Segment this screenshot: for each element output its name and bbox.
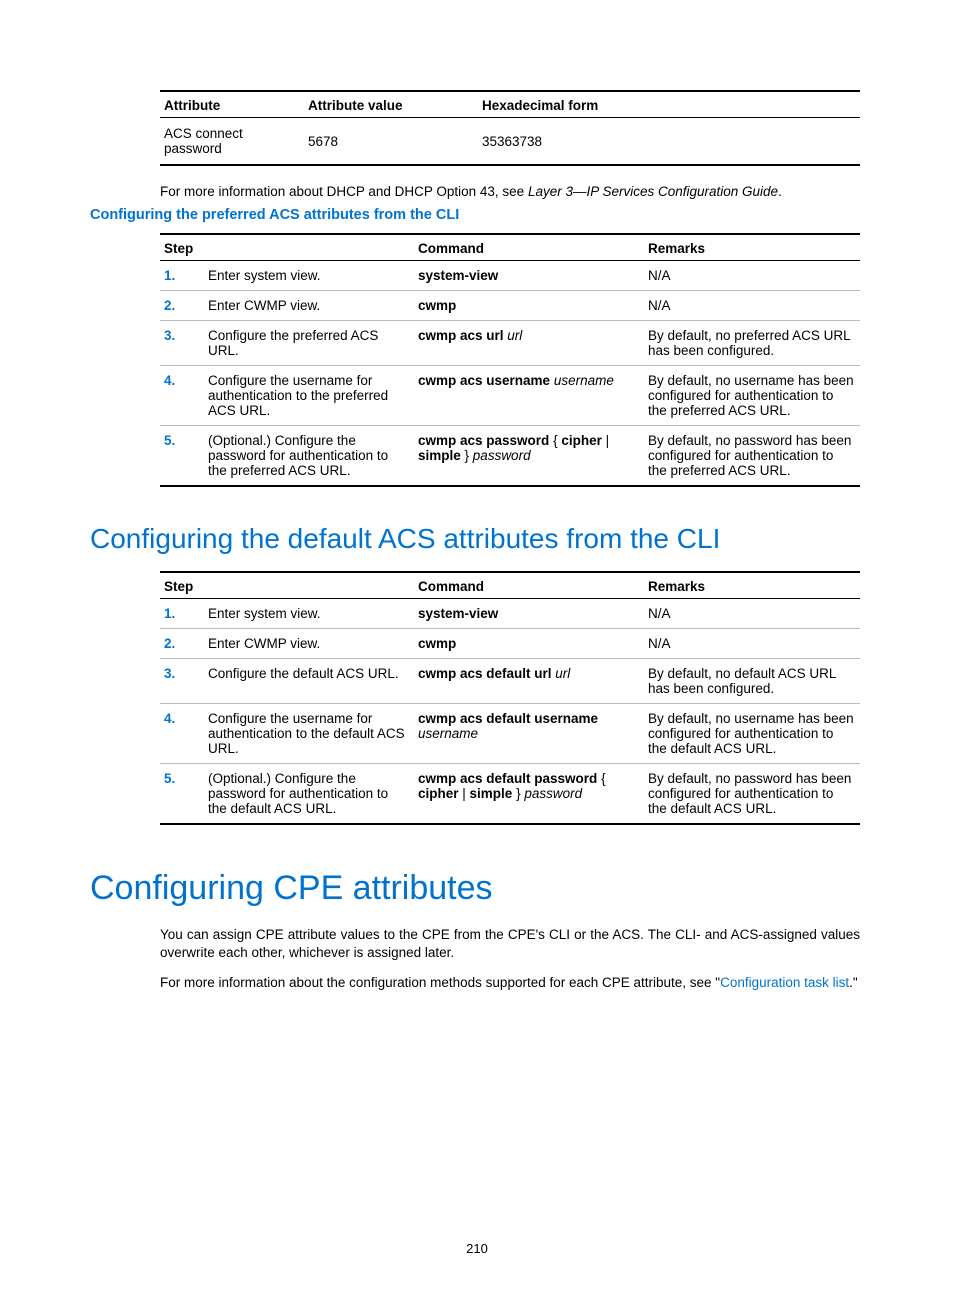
cell-command: system-view [414,261,644,291]
heading-preferred-acs: Configuring the preferred ACS attributes… [90,207,864,223]
step-remarks: By default, no default ACS URL has been … [644,659,860,704]
cell-command: cwmp acs default username username [414,704,644,764]
step-number: 4. [160,366,204,426]
cell-value: 5678 [304,118,478,166]
th-remarks: Remarks [644,234,860,261]
cpe-paragraph-2: For more information about the configura… [160,974,860,992]
preferred-acs-table: Step Command Remarks 1.Enter system view… [160,233,860,487]
cell-hex: 35363738 [478,118,860,166]
step-description: Configure the default ACS URL. [204,659,414,704]
page-number: 210 [0,1241,954,1256]
th-remarks: Remarks [644,572,860,599]
table-row: 4.Configure the username for authenticat… [160,366,860,426]
table-row: 2.Enter CWMP view.cwmpN/A [160,629,860,659]
table-row: 5.(Optional.) Configure the password for… [160,426,860,487]
th-command: Command [414,234,644,261]
step-remarks: By default, no username has been configu… [644,704,860,764]
note-pre: For more information about DHCP and DHCP… [160,184,528,199]
p2-pre: For more information about the configura… [160,975,720,990]
p2-post: ." [849,975,858,990]
table-row: 3.Configure the default ACS URL.cwmp acs… [160,659,860,704]
table-row: 1.Enter system view.system-viewN/A [160,261,860,291]
th-step: Step [160,234,414,261]
step-number: 1. [160,261,204,291]
note-ref: Layer 3—IP Services Configuration Guide [528,184,778,199]
cell-command: cwmp acs username username [414,366,644,426]
step-description: (Optional.) Configure the password for a… [204,426,414,487]
step-description: Configure the preferred ACS URL. [204,321,414,366]
step-remarks: By default, no password has been configu… [644,426,860,487]
step-remarks: N/A [644,261,860,291]
th-step: Step [160,572,414,599]
step-description: (Optional.) Configure the password for a… [204,764,414,825]
step-description: Configure the username for authenticatio… [204,366,414,426]
page: Attribute Attribute value Hexadecimal fo… [0,0,954,1296]
table-row: 2.Enter CWMP view.cwmpN/A [160,291,860,321]
step-remarks: By default, no username has been configu… [644,366,860,426]
table-row: 1.Enter system view.system-viewN/A [160,599,860,629]
step-remarks: N/A [644,599,860,629]
heading-cpe-attributes: Configuring CPE attributes [90,869,864,908]
cell-command: cwmp acs default password { cipher | sim… [414,764,644,825]
step-number: 5. [160,764,204,825]
heading-default-acs: Configuring the default ACS attributes f… [90,523,864,555]
default-acs-table: Step Command Remarks 1.Enter system view… [160,571,860,825]
cell-command: cwmp [414,629,644,659]
attribute-table: Attribute Attribute value Hexadecimal fo… [160,90,860,166]
step-description: Configure the username for authenticatio… [204,704,414,764]
th-command: Command [414,572,644,599]
step-description: Enter system view. [204,261,414,291]
th-hex: Hexadecimal form [478,91,860,118]
step-description: Enter CWMP view. [204,291,414,321]
table-row: 3.Configure the preferred ACS URL.cwmp a… [160,321,860,366]
cell-command: cwmp [414,291,644,321]
step-number: 2. [160,291,204,321]
step-remarks: N/A [644,629,860,659]
step-number: 2. [160,629,204,659]
cell-command: cwmp acs default url url [414,659,644,704]
table-row: 5.(Optional.) Configure the password for… [160,764,860,825]
step-remarks: N/A [644,291,860,321]
step-remarks: By default, no preferred ACS URL has bee… [644,321,860,366]
step-number: 3. [160,659,204,704]
step-number: 5. [160,426,204,487]
dhcp-note: For more information about DHCP and DHCP… [160,184,860,199]
th-value: Attribute value [304,91,478,118]
step-number: 4. [160,704,204,764]
cell-attr: ACS connect password [160,118,304,166]
th-attribute: Attribute [160,91,304,118]
step-description: Enter CWMP view. [204,629,414,659]
step-remarks: By default, no password has been configu… [644,764,860,825]
step-description: Enter system view. [204,599,414,629]
cell-command: cwmp acs url url [414,321,644,366]
cell-command: cwmp acs password { cipher | simple } pa… [414,426,644,487]
step-number: 3. [160,321,204,366]
config-task-list-link[interactable]: Configuration task list [720,975,849,990]
cpe-paragraph-1: You can assign CPE attribute values to t… [160,926,860,962]
step-number: 1. [160,599,204,629]
table-row: 4.Configure the username for authenticat… [160,704,860,764]
note-post: . [778,184,782,199]
cell-command: system-view [414,599,644,629]
